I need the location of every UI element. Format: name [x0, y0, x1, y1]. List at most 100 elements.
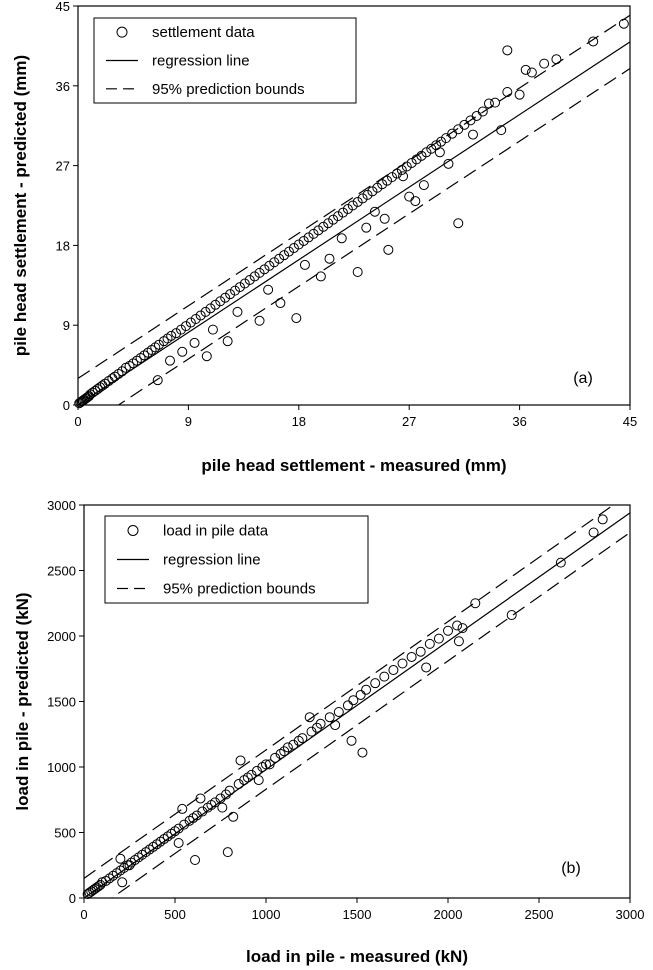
data-point — [104, 873, 115, 884]
y-tick-label: 45 — [56, 0, 70, 14]
data-point — [415, 646, 426, 657]
data-point — [159, 834, 170, 845]
data-point — [232, 306, 243, 317]
data-point — [158, 336, 169, 347]
data-point — [264, 759, 275, 770]
data-point — [539, 58, 550, 69]
plot-frame — [77, 5, 631, 406]
data-point — [443, 625, 453, 636]
data-point — [293, 735, 304, 746]
data-point — [129, 855, 140, 866]
data-point — [282, 742, 293, 753]
data-point — [520, 64, 531, 75]
data-point — [404, 191, 415, 202]
data-point — [115, 853, 126, 864]
data-points — [82, 514, 608, 900]
data-point — [275, 298, 286, 309]
y-tick-label: 18 — [56, 238, 70, 253]
data-point — [173, 823, 184, 834]
x-tick-label: 1000 — [252, 907, 281, 922]
data-point — [224, 785, 235, 796]
data-point — [206, 799, 217, 810]
upper-prediction-bound — [84, 505, 615, 879]
data-point — [189, 337, 200, 348]
lower-prediction-bound — [117, 68, 630, 405]
data-point — [151, 839, 162, 850]
y-tick-label: 27 — [56, 159, 70, 174]
data-point — [179, 819, 190, 830]
data-point — [291, 313, 302, 324]
data-point — [173, 837, 184, 848]
data-point — [128, 358, 139, 369]
data-point — [108, 870, 119, 881]
data-point — [117, 877, 128, 888]
data-point — [355, 689, 366, 700]
data-point — [242, 772, 253, 783]
data-point — [324, 253, 335, 264]
data-point — [336, 233, 347, 244]
data-point — [383, 244, 394, 255]
data-point — [220, 789, 231, 800]
data-point — [254, 315, 265, 326]
x-tick-label: 2500 — [525, 907, 554, 922]
data-point — [142, 347, 153, 358]
data-point — [177, 803, 188, 814]
data-point — [170, 826, 180, 837]
data-point — [124, 860, 135, 871]
data-point — [190, 855, 201, 866]
y-tick-label: 500 — [54, 826, 76, 841]
data-point — [115, 865, 126, 876]
data-point — [443, 158, 454, 169]
data-point — [490, 97, 501, 108]
data-point — [379, 213, 390, 224]
data-point — [82, 889, 93, 900]
data-point — [311, 722, 322, 733]
data-point — [140, 847, 151, 858]
data-point — [191, 810, 202, 821]
x-tick-label: 1500 — [343, 907, 372, 922]
data-point — [346, 735, 357, 746]
data-points — [74, 18, 629, 409]
x-tick-label: 3000 — [616, 907, 645, 922]
lower-prediction-bound — [110, 532, 630, 898]
y-tick-label: 1500 — [47, 695, 76, 710]
data-point — [135, 353, 146, 364]
y-tick-label: 0 — [69, 891, 76, 906]
data-point — [315, 718, 326, 729]
data-point — [555, 557, 566, 568]
data-point — [150, 342, 161, 353]
data-point — [297, 733, 308, 744]
data-point — [288, 739, 299, 750]
data-point — [483, 98, 494, 109]
data-point — [119, 862, 130, 873]
data-point — [263, 284, 274, 295]
data-point — [406, 651, 417, 662]
data-point — [315, 271, 326, 282]
data-point — [126, 857, 137, 868]
data-point — [470, 598, 481, 609]
data-point — [352, 267, 363, 277]
upper-prediction-bound — [78, 14, 630, 379]
legend-marker-circle — [116, 26, 128, 38]
data-point — [398, 171, 409, 182]
y-tick-label: 36 — [56, 79, 70, 94]
legend-label: regression line — [152, 53, 250, 70]
data-point — [137, 849, 148, 860]
data-point — [369, 206, 380, 217]
data-point — [235, 755, 246, 766]
data-point — [233, 779, 244, 790]
x-tick-label: 0 — [74, 414, 81, 429]
data-point — [88, 885, 99, 896]
regression-line — [78, 41, 630, 405]
data-point — [222, 847, 233, 858]
data-point — [81, 392, 92, 403]
y-tick-label: 9 — [63, 318, 70, 333]
y-tick-label: 0 — [63, 398, 70, 413]
data-point — [144, 844, 155, 855]
data-point — [348, 695, 359, 706]
chart-panel-a: 0 9 18 27 36 45 0 9 18 27 36 45 pile head settlement… — [11, 0, 637, 475]
data-point — [139, 350, 150, 361]
data-point — [162, 831, 173, 842]
data-point — [453, 218, 464, 229]
